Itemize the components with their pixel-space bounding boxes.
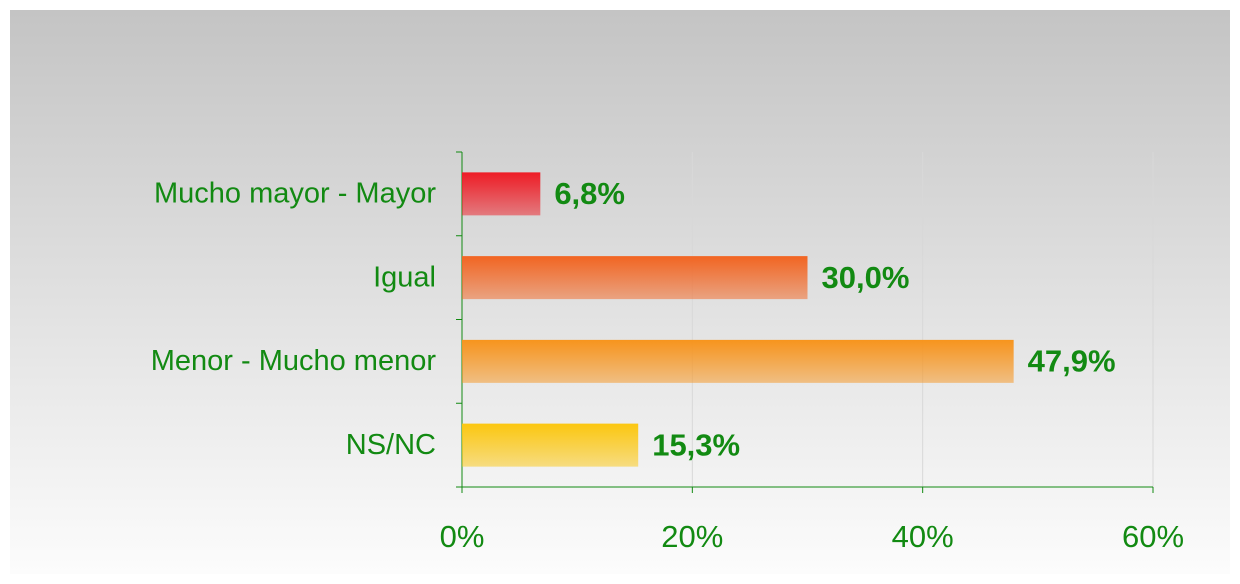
y-tick-label: NS/NC — [346, 429, 436, 461]
value-label: 30,0% — [822, 260, 910, 295]
bar — [462, 339, 1014, 383]
value-label: 6,8% — [554, 176, 625, 211]
y-tick-label: Menor - Mucho menor — [151, 345, 437, 377]
x-tick-label: 60% — [1122, 519, 1184, 554]
y-tick-label: Igual — [373, 261, 436, 293]
x-tick-label: 40% — [892, 519, 954, 554]
bar — [462, 423, 639, 467]
value-label: 15,3% — [652, 427, 740, 462]
bar — [462, 172, 541, 216]
x-tick-label: 0% — [440, 519, 485, 554]
y-tick-label: Mucho mayor - Mayor — [154, 178, 436, 210]
bar — [462, 256, 808, 300]
x-tick-label: 20% — [661, 519, 723, 554]
value-label: 47,9% — [1028, 344, 1116, 379]
